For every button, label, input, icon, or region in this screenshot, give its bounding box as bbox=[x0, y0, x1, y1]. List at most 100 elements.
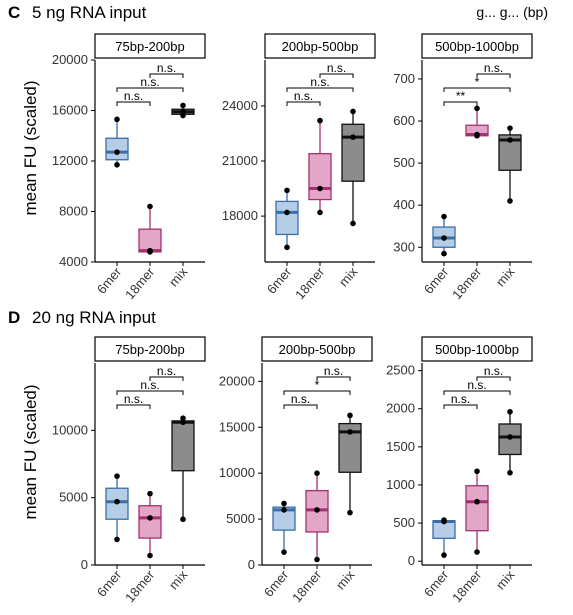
x-tick-label-18mer: 18mer bbox=[292, 264, 328, 302]
data-point-mix bbox=[350, 220, 356, 227]
x-tick-label-mix: mix bbox=[493, 264, 518, 290]
facet-d-200bp-500bp: 200bp-500bp 0 5000 10000 15000 20000 6mer18mer… bbox=[219, 336, 373, 605]
facet-strip-label: 75bp-200bp bbox=[115, 39, 184, 54]
y-tick-label: 0 bbox=[248, 557, 255, 572]
data-point-mix bbox=[180, 108, 186, 115]
y-tick-label: 18000 bbox=[222, 208, 258, 223]
significance-label: n.s. bbox=[327, 61, 346, 75]
box-18mer bbox=[138, 505, 162, 539]
x-tick-label-mix: mix bbox=[166, 264, 191, 290]
y-tick-label: 0 bbox=[81, 557, 88, 572]
data-point-18mer bbox=[147, 203, 153, 210]
y-tick-label: 12000 bbox=[52, 153, 88, 168]
data-point-18mer bbox=[317, 117, 323, 124]
x-tick-label-6mer: 6mer bbox=[264, 264, 295, 297]
x-tick-label-mix: mix bbox=[493, 567, 518, 593]
data-point-mix bbox=[180, 102, 186, 109]
significance-label: n.s. bbox=[310, 75, 329, 89]
facet-d-500bp-1000bp: 500bp-1000bp 0 500 1000 1500 2000 2500 6mer18me… bbox=[386, 336, 533, 605]
x-tick-label-18mer: 18mer bbox=[449, 264, 485, 302]
data-point-6mer bbox=[284, 187, 290, 194]
data-point-6mer bbox=[114, 498, 120, 505]
y-tick-label: 1000 bbox=[386, 477, 415, 492]
significance-label: n.s. bbox=[140, 378, 159, 392]
x-tick-label-6mer: 6mer bbox=[421, 567, 452, 600]
y-tick-label: 15000 bbox=[219, 419, 255, 434]
box-mix bbox=[338, 422, 362, 473]
data-point-mix bbox=[347, 429, 353, 435]
data-point-6mer bbox=[281, 500, 287, 507]
y-tick-label: 0 bbox=[408, 553, 415, 568]
significance-bracket bbox=[443, 87, 511, 92]
y-tick-label: 500 bbox=[393, 515, 415, 530]
data-point-18mer bbox=[147, 490, 153, 497]
significance-bracket bbox=[476, 73, 511, 78]
significance-label: n.s. bbox=[140, 75, 159, 89]
data-point-mix bbox=[507, 434, 513, 440]
facet-strip bbox=[94, 33, 206, 59]
y-tick-label: 2000 bbox=[386, 401, 415, 416]
y-tick-label: 1500 bbox=[386, 439, 415, 454]
y-tick-label: 24000 bbox=[222, 98, 258, 113]
significance-label: * bbox=[475, 75, 480, 89]
y-tick-label: 5000 bbox=[59, 490, 88, 505]
data-point-18mer bbox=[317, 185, 323, 192]
y-tick-label: 5000 bbox=[226, 511, 255, 526]
x-tick-label-6mer: 6mer bbox=[94, 264, 125, 297]
significance-bracket bbox=[283, 404, 318, 409]
significance-label: n.s. bbox=[324, 364, 343, 378]
box-mix bbox=[171, 420, 195, 472]
x-tick-label-18mer: 18mer bbox=[122, 264, 158, 302]
y-tick-label: 20000 bbox=[219, 373, 255, 388]
data-point-6mer bbox=[441, 213, 447, 220]
significance-bracket bbox=[316, 376, 351, 381]
y-tick-label: 10000 bbox=[219, 465, 255, 480]
y-tick-label: 600 bbox=[393, 113, 415, 128]
significance-label: n.s. bbox=[294, 89, 313, 103]
data-point-mix bbox=[347, 509, 353, 516]
data-point-18mer bbox=[474, 105, 480, 112]
significance-bracket bbox=[116, 101, 151, 106]
y-tick-label: 4000 bbox=[59, 254, 88, 269]
data-point-mix bbox=[347, 412, 353, 419]
facet-strip-label: 200bp-500bp bbox=[279, 342, 356, 357]
data-point-mix bbox=[507, 408, 513, 415]
facet-strip-label: 200bp-500bp bbox=[282, 39, 359, 54]
y-tick-label: 10000 bbox=[52, 422, 88, 437]
significance-bracket bbox=[283, 390, 351, 395]
data-point-6mer bbox=[441, 552, 447, 558]
data-point-6mer bbox=[441, 250, 447, 257]
y-tick-label: 400 bbox=[393, 197, 415, 212]
y-axis-label-c: mean FU (scaled) bbox=[21, 80, 40, 215]
data-point-18mer bbox=[147, 247, 153, 254]
data-point-18mer bbox=[314, 556, 320, 563]
y-axis-label-d: mean FU (scaled) bbox=[21, 384, 40, 519]
panel-letter-d: D bbox=[8, 308, 20, 327]
significance-bracket bbox=[319, 73, 354, 78]
data-point-6mer bbox=[114, 116, 120, 123]
box-18mer bbox=[308, 153, 332, 201]
significance-label: * bbox=[315, 378, 320, 392]
significance-bracket bbox=[476, 376, 511, 381]
x-tick-label-18mer: 18mer bbox=[122, 567, 158, 605]
x-tick-label-6mer: 6mer bbox=[421, 264, 452, 297]
significance-label: n.s. bbox=[157, 364, 176, 378]
data-point-mix bbox=[507, 125, 513, 131]
significance-bracket bbox=[116, 87, 184, 92]
facet-strip bbox=[264, 33, 376, 59]
facet-strip bbox=[94, 336, 206, 362]
data-point-6mer bbox=[114, 473, 120, 479]
significance-label: n.s. bbox=[157, 61, 176, 75]
box-6mer bbox=[275, 200, 299, 236]
significance-label: n.s. bbox=[291, 392, 310, 406]
data-point-6mer bbox=[284, 244, 290, 251]
y-tick-label: 500 bbox=[393, 155, 415, 170]
x-tick-label-6mer: 6mer bbox=[261, 567, 292, 600]
data-point-18mer bbox=[314, 470, 320, 476]
significance-label: n.s. bbox=[124, 392, 143, 406]
data-point-18mer bbox=[147, 515, 153, 521]
y-tick-label: 21000 bbox=[222, 153, 258, 168]
facet-strip bbox=[421, 336, 533, 362]
significance-label: n.s. bbox=[484, 61, 503, 75]
